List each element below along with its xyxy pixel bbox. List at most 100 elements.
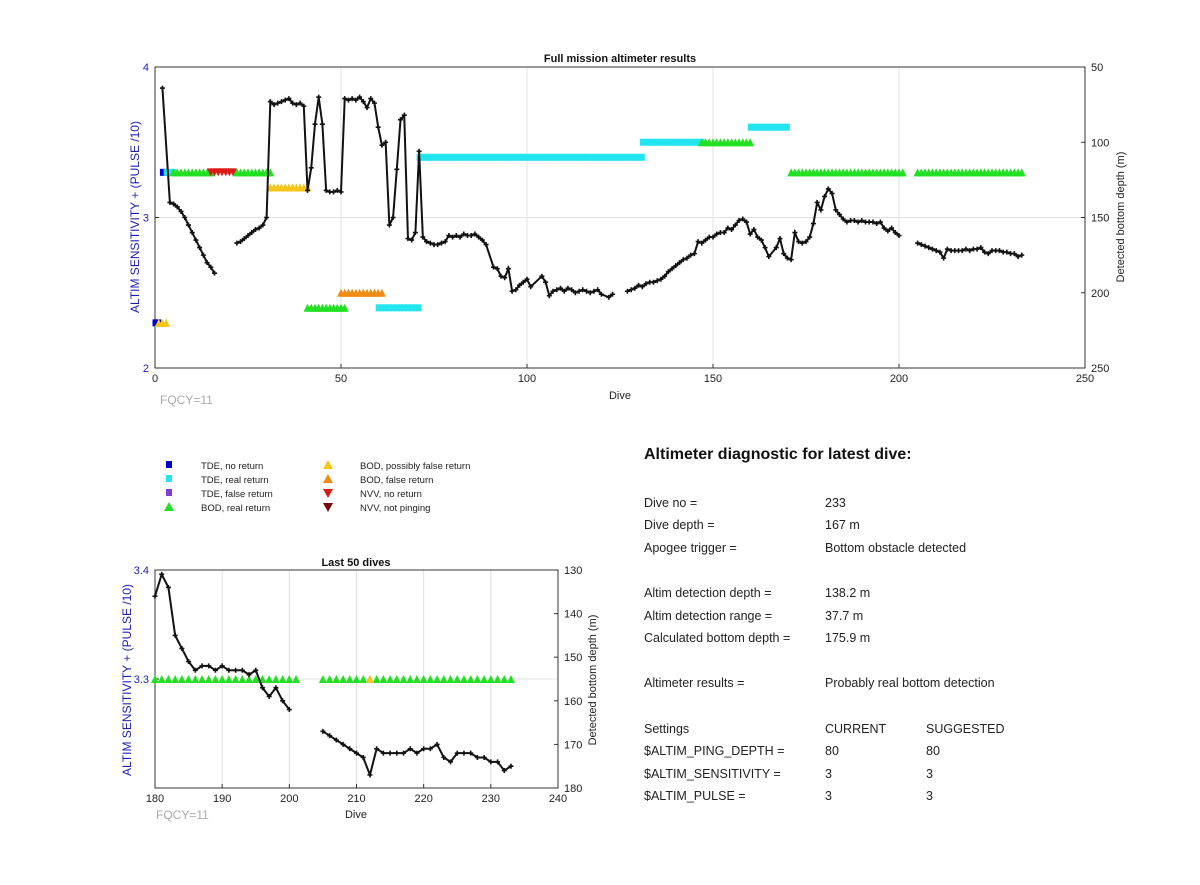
top-chart-x-ticks: 0 50 100 150 200 250 — [152, 364, 1094, 385]
depth-point — [340, 741, 346, 747]
bod-real-return-marker — [399, 675, 408, 683]
y-left-tick-label: 3.3 — [134, 674, 149, 686]
tde-real-return-marker — [751, 123, 757, 131]
depth-point — [498, 273, 504, 279]
bod-real-return-marker — [332, 675, 341, 683]
depth-point — [371, 100, 377, 106]
depth-point — [252, 227, 258, 233]
depth-point — [438, 240, 444, 246]
depth-point — [479, 237, 485, 243]
depth-point — [855, 219, 861, 225]
depth-point — [915, 240, 921, 246]
tde-real-return-marker — [401, 304, 407, 312]
tde-real-return-marker — [543, 153, 549, 161]
bod-possibly-false-marker — [162, 318, 171, 327]
tde-real-return-marker — [163, 168, 169, 176]
depth-point — [844, 219, 850, 225]
depth-point — [204, 260, 210, 266]
depth-point — [159, 571, 165, 577]
tde-real-return-marker — [509, 153, 515, 161]
settings-header-current: CURRENT — [825, 722, 887, 736]
x-tick-label: 190 — [213, 793, 231, 805]
depth-point — [200, 252, 206, 258]
depth-point — [632, 285, 638, 291]
legend-triangle-up-icon — [323, 474, 333, 483]
tde-real-return-marker — [695, 138, 701, 146]
tde-real-return-marker — [584, 153, 590, 161]
depth-point — [1019, 252, 1025, 258]
depth-point — [312, 121, 318, 127]
y-left-tick-label: 4 — [143, 62, 149, 74]
settings-header-label: Settings — [644, 722, 690, 736]
depth-point — [259, 685, 265, 691]
settings-header-suggested: SUGGESTED — [926, 722, 1005, 736]
depth-point — [788, 257, 794, 263]
legend-triangle-up-icon — [164, 502, 174, 511]
depth-point — [491, 264, 497, 270]
bod-real-return-marker — [231, 675, 240, 683]
depth-point — [732, 222, 738, 228]
bod-real-return-marker — [325, 675, 334, 683]
depth-point — [725, 225, 731, 231]
bod-real-return-marker — [245, 675, 254, 683]
depth-point — [755, 234, 761, 240]
depth-point — [476, 234, 482, 240]
depth-line — [236, 95, 614, 299]
tde-real-return-marker — [643, 138, 649, 146]
depth-point — [502, 275, 508, 281]
tde-real-return-marker — [691, 138, 697, 146]
bottom-chart-left-ticks: 3.3 3.4 — [134, 565, 159, 686]
tde-real-return-marker — [784, 123, 790, 131]
depth-point — [743, 219, 749, 225]
tde-real-return-marker — [658, 138, 664, 146]
bod-real-return-marker — [157, 675, 166, 683]
depth-point — [829, 190, 835, 196]
bod-real-return-marker — [500, 675, 509, 683]
depth-point — [260, 222, 266, 228]
bod-real-return-marker — [271, 675, 280, 683]
depth-point — [825, 186, 831, 192]
full-mission-chart: Full mission altimeter results 0 50 100 150… — [128, 53, 1127, 407]
depth-point — [461, 750, 467, 756]
depth-point — [933, 248, 939, 254]
y-right-tick-label: 100 — [1091, 137, 1109, 149]
depth-point — [286, 707, 292, 713]
tde-real-return-marker — [610, 153, 616, 161]
tde-real-return-marker — [561, 153, 567, 161]
tde-real-return-marker — [665, 138, 671, 146]
depth-point — [178, 208, 184, 214]
depth-point — [367, 772, 373, 778]
diag-value: 175.9 m — [825, 631, 871, 645]
depth-point — [606, 294, 612, 300]
top-chart-title: Full mission altimeter results — [544, 53, 696, 65]
depth-point — [978, 245, 984, 251]
diag-label: Apogee trigger = — [644, 541, 737, 555]
tde-real-return-marker — [517, 153, 523, 161]
depth-point — [374, 746, 380, 752]
depth-point — [414, 750, 420, 756]
bottom-chart-left-label: ALTIM SENSITIVITY + (PULSE /10) — [120, 584, 134, 776]
tde-real-return-marker — [777, 123, 783, 131]
bod-real-return-marker — [265, 675, 274, 683]
depth-point — [206, 663, 212, 669]
depth-point — [226, 667, 232, 673]
depth-point — [963, 246, 969, 252]
depth-point — [301, 103, 307, 109]
depth-point — [766, 254, 772, 260]
depth-point — [364, 105, 370, 111]
top-chart-left-label: ALTIM SENSITIVITY + (PULSE /10) — [128, 121, 142, 313]
tde-real-return-marker — [453, 153, 459, 161]
depth-point — [684, 255, 690, 261]
depth-point — [186, 659, 192, 665]
depth-point — [639, 284, 645, 290]
tde-real-return-marker — [770, 123, 776, 131]
depth-point — [441, 754, 447, 760]
bod-real-return-marker — [151, 675, 159, 683]
diagnostic-title: Altimeter diagnostic for latest dive: — [644, 446, 912, 463]
setting-suggested: 80 — [926, 744, 940, 758]
tde-real-return-marker — [636, 153, 642, 161]
diag-value: 233 — [825, 496, 846, 510]
depth-point — [569, 287, 575, 293]
depth-point — [448, 759, 454, 765]
depth-point — [193, 237, 199, 243]
